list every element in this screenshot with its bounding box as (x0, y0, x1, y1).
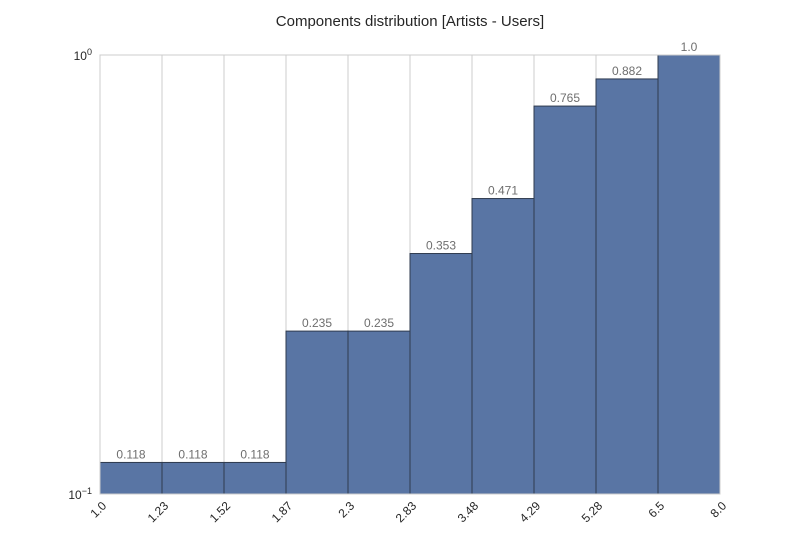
x-tick-label: 1.0 (87, 499, 109, 521)
x-tick-label: 6.5 (645, 499, 667, 521)
x-tick-label: 1.87 (269, 499, 296, 526)
bar-value-label: 0.235 (302, 316, 332, 330)
bar-value-label: 0.118 (178, 447, 207, 461)
bar-value-label: 0.765 (550, 91, 580, 105)
x-tick-label: 3.48 (455, 499, 482, 526)
x-tick-label: 2.83 (393, 499, 420, 526)
y-tick-label: 100 (74, 47, 92, 63)
bar-value-label: 0.471 (488, 184, 518, 198)
y-axis-ticks: 100 10−1 (68, 47, 92, 502)
bar-value-label: 0.353 (426, 239, 456, 253)
x-tick-label: 1.23 (145, 499, 172, 526)
bars (99, 54, 721, 495)
bar (657, 54, 721, 495)
bar-value-label: 0.118 (116, 447, 145, 461)
plot-frame (99, 54, 721, 495)
x-tick-label: 8.0 (707, 499, 729, 521)
x-tick-label: 1.52 (207, 499, 234, 526)
bar (285, 330, 349, 495)
x-tick-label: 4.29 (517, 499, 544, 526)
bar (409, 253, 473, 495)
bar (471, 198, 535, 495)
bar (99, 461, 163, 495)
bar (347, 330, 411, 495)
bar-value-label: 1.0 (681, 40, 698, 54)
y-tick-label: 10−1 (68, 486, 92, 502)
bar (595, 78, 659, 495)
bar-value-label: 0.118 (240, 447, 269, 461)
bar (533, 105, 597, 495)
x-tick-label: 2.3 (335, 499, 357, 521)
bar (161, 461, 225, 495)
chart-title: Components distribution [Artists - Users… (276, 13, 544, 30)
x-axis-ticks: 1.0 1.23 1.52 1.87 2.3 2.83 3.48 4.29 5.28 6.5 8.0 (87, 499, 729, 526)
bar-value-labels: 0.118 0.118 0.118 0.235 0.235 0.353 0.471 0.765… (116, 40, 697, 461)
bar (223, 461, 287, 495)
bar-value-label: 0.235 (364, 316, 394, 330)
bar-value-label: 0.882 (612, 64, 642, 78)
x-tick-label: 5.28 (579, 499, 606, 526)
